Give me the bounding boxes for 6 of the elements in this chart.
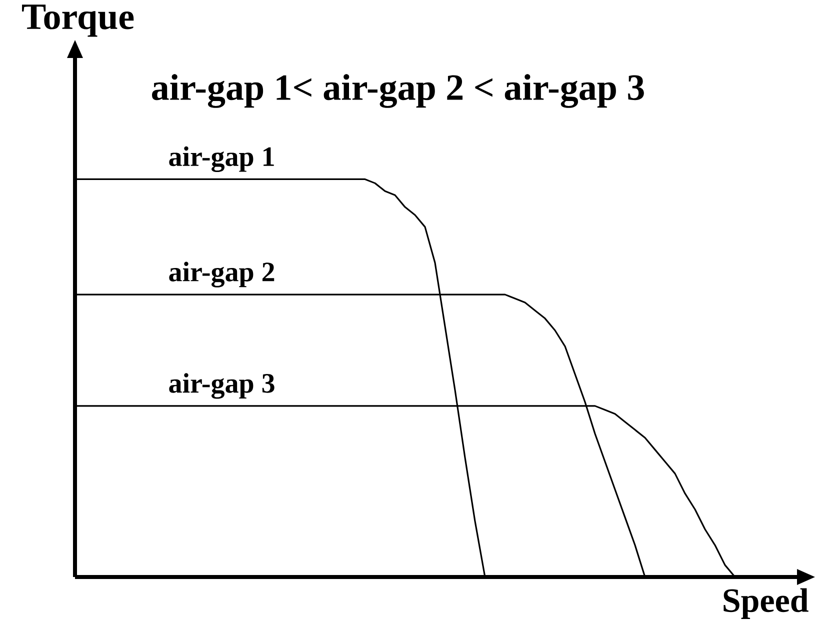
series-label: air-gap 1: [169, 146, 274, 172]
chart-title: air-gap 1< air-gap 2 < air-gap 3: [152, 74, 644, 108]
x-axis-title: Speed: [724, 588, 808, 620]
series-label: air-gap 2: [169, 262, 274, 288]
series-label: air-gap 3: [169, 373, 274, 399]
y-axis-title: Torque: [22, 4, 134, 37]
